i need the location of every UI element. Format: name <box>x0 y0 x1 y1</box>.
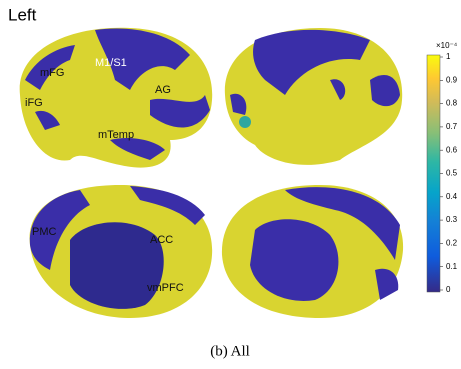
colorbar-tick-label: 0.5 <box>446 169 458 178</box>
colorbar-tick-label: 0.6 <box>446 145 458 154</box>
region-label: AG <box>155 84 171 96</box>
region-label: mFG <box>40 67 64 79</box>
region-label: ACC <box>150 234 173 246</box>
caption: (b) All <box>210 343 250 359</box>
brain-lateral-left <box>20 28 213 168</box>
region-label: vmPFC <box>147 282 184 294</box>
colorbar-tick-label: 0.4 <box>446 192 458 201</box>
colorbar-tick-label: 0.2 <box>446 239 458 248</box>
region-label: iFG <box>25 97 43 109</box>
colorbar-tick-label: 0.9 <box>446 75 458 84</box>
colorbar-multiplier: ×10⁻⁴ <box>436 41 458 50</box>
region-label: PMC <box>32 226 57 238</box>
figure: Left mFG M1/S1 AG iFG mTemp PMC ACC vmPF… <box>0 0 461 369</box>
colorbar-tick-label: 0.7 <box>446 122 458 131</box>
colorbar-tick-label: 1 <box>446 52 451 61</box>
colorbar-tick-label: 0 <box>446 285 451 294</box>
brain-medial-left <box>30 185 213 318</box>
colorbar-tick-label: 0.3 <box>446 215 458 224</box>
region-label: M1/S1 <box>95 57 127 69</box>
brain-lateral-right <box>225 28 402 165</box>
colorbar <box>427 55 440 292</box>
colorbar-tick-label: 0.8 <box>446 99 458 108</box>
brain-medial-right <box>222 185 403 318</box>
panel-title: Left <box>8 5 37 24</box>
region-label: mTemp <box>98 129 134 141</box>
colorbar-tick-label: 0.1 <box>446 262 458 271</box>
